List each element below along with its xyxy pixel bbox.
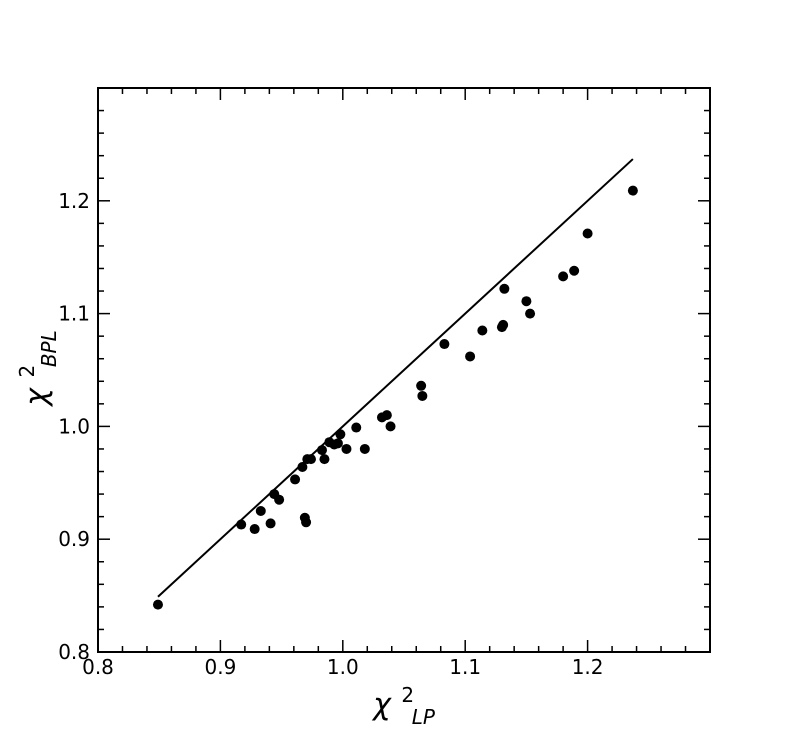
y-axis-label-sub: BPL: [37, 330, 61, 367]
data-point: [297, 462, 308, 473]
x-axis-label-base: χ: [371, 687, 392, 722]
data-point: [332, 438, 343, 449]
data-point: [498, 319, 509, 330]
y-tick-label: 0.8: [58, 640, 90, 664]
x-axis-label: χ 2 LP: [371, 675, 436, 729]
y-tick-label: 0.9: [58, 527, 90, 551]
data-point: [416, 380, 427, 391]
data-points: [152, 185, 638, 610]
data-point: [439, 339, 450, 350]
x-axis-label-sub: LP: [412, 705, 436, 729]
data-point: [319, 454, 330, 465]
data-point: [627, 185, 638, 196]
data-point: [381, 410, 392, 421]
x-tick-label: 1.2: [572, 655, 604, 679]
y-tick-label: 1.2: [58, 189, 90, 213]
data-point: [521, 296, 532, 307]
data-point: [335, 429, 346, 440]
data-point: [316, 445, 327, 456]
data-point: [236, 519, 247, 530]
data-point: [301, 517, 312, 528]
data-point: [359, 443, 370, 454]
data-point: [558, 271, 569, 282]
data-point: [265, 518, 276, 529]
data-point: [274, 494, 285, 505]
data-point: [255, 506, 266, 516]
x-axis-label-sup: 2: [401, 683, 414, 707]
data-point: [152, 599, 163, 610]
x-tick-label: 1.1: [449, 655, 481, 679]
y-axis-label-base: χ: [19, 387, 54, 408]
reference-line: [157, 158, 634, 598]
data-point: [569, 265, 580, 276]
data-point: [385, 421, 396, 432]
y-tick-label: 1.1: [58, 302, 90, 326]
data-point: [351, 422, 362, 433]
data-point: [249, 524, 260, 535]
x-tick-label: 0.8: [82, 655, 114, 679]
data-point: [290, 474, 301, 485]
data-point: [477, 325, 488, 336]
reference-line-group: [157, 158, 634, 598]
plot-frame: [97, 87, 711, 653]
data-point: [582, 228, 593, 239]
x-tick-label: 0.9: [204, 655, 236, 679]
tick-labels: 0.8 0.9 1.0 1.1 1.2 0.8 0.9 1.0 1.1 1.2: [58, 189, 603, 679]
y-tick-label: 1.0: [58, 414, 90, 438]
data-point: [525, 308, 536, 319]
data-point: [341, 443, 352, 454]
data-point: [417, 390, 428, 401]
data-point: [499, 283, 510, 294]
y-axis-label-sup: 2: [15, 365, 39, 378]
x-tick-label: 1.0: [327, 655, 359, 679]
data-point: [305, 454, 316, 465]
y-axis-label: χ 2 BPL: [7, 330, 61, 408]
data-point: [465, 351, 476, 362]
